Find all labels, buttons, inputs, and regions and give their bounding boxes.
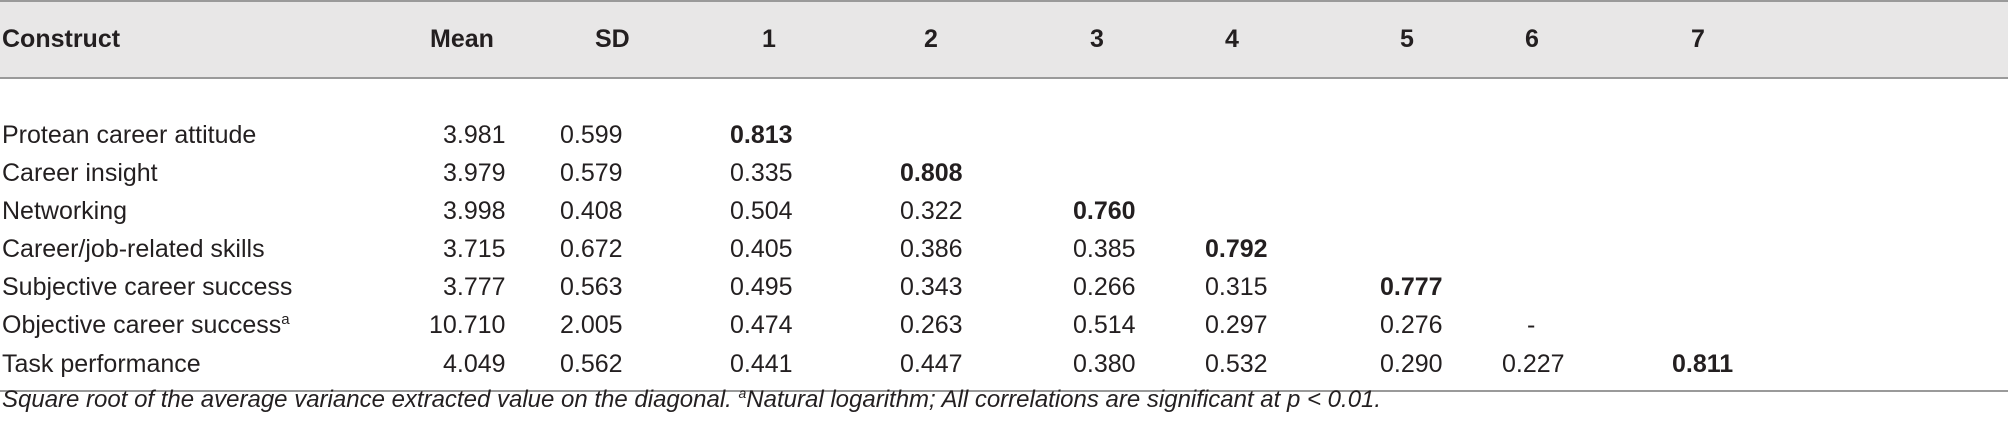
corr-cell [1485,268,1600,306]
header-col-7: 7 [1600,0,2008,79]
construct-cell: Protean career attitude [2,120,257,149]
header-col-4: 4 [1195,0,1310,79]
corr-cell: 0.276 [1380,310,1443,339]
corr-cell: 0.514 [1073,310,1136,339]
corr-cell: 0.385 [1073,234,1136,263]
corr-cell: 0.792 [1205,234,1268,263]
corr-cell: 0.227 [1485,344,1600,392]
header-col-1: 1 [690,0,900,79]
sd-cell: 0.563 [560,272,623,301]
corr-cell [1310,154,1485,192]
mean-cell: 3.998 [443,196,506,225]
mean-cell: 10.710 [429,310,506,339]
corr-cell: 0.808 [900,158,963,187]
corr-cell: 0.290 [1310,344,1485,392]
corr-cell [1195,116,1310,154]
sd-cell: 0.672 [560,234,623,263]
corr-cell: 0.266 [1073,272,1136,301]
corr-cell [1195,154,1310,192]
corr-cell: 0.495 [730,272,793,301]
mean-cell: 3.715 [443,234,506,263]
corr-cell [1485,230,1600,268]
corr-cell [1485,116,1600,154]
footnote-marker: a [281,310,290,328]
construct-cell: Career insight [2,158,158,187]
corr-cell [1485,154,1600,192]
header-col-2: 2 [900,0,1015,79]
header-sd: SD [535,0,690,79]
mean-cell: 4.049 [410,344,535,392]
corr-cell [1310,192,1485,230]
spacer-row [0,78,2008,116]
corr-cell: 0.405 [730,234,793,263]
corr-cell [1015,116,1195,154]
corr-cell: 0.297 [1205,310,1268,339]
mean-cell: 3.979 [443,158,506,187]
corr-cell: 0.760 [1073,196,1136,225]
construct-cell: Subjective career success [2,272,293,301]
construct-cell: Task performance [0,344,410,392]
header-col-5: 5 [1310,0,1485,79]
corr-cell: 0.813 [730,120,793,149]
corr-cell: 0.447 [900,344,1015,392]
construct-cell: Objective career successa [0,306,410,344]
corr-cell: - [1527,310,1536,339]
sd-cell: 0.562 [535,344,690,392]
sd-cell: 0.408 [560,196,623,225]
corr-cell: 0.777 [1380,272,1443,301]
corr-cell: 0.322 [900,196,963,225]
corr-cell [1195,192,1310,230]
construct-label: Objective career success [2,310,282,339]
header-col-6: 6 [1485,0,1600,79]
corr-cell: 0.504 [730,196,793,225]
corr-cell [1485,192,1600,230]
table-row: Networking 3.998 0.408 0.504 0.322 0.760 [0,192,2008,230]
header-col-3: 3 [1015,0,1195,79]
table-row: Subjective career success 3.777 0.563 0.… [0,268,2008,306]
sd-cell: 0.579 [560,158,623,187]
table-row: Task performance 4.049 0.562 0.441 0.447… [0,344,2008,392]
corr-cell: 0.532 [1195,344,1310,392]
footnote-text-2: Natural logarithm; All correlations are … [746,386,1382,413]
corr-cell [900,116,1015,154]
table-row: Objective career successa 10.710 2.005 0… [0,306,2008,344]
construct-cell: Networking [2,196,128,225]
table-row: Career/job-related skills 3.715 0.672 0.… [0,230,2008,268]
corr-cell: 0.441 [690,344,900,392]
sd-cell: 0.599 [560,120,623,149]
table-row: Protean career attitude 3.981 0.599 0.81… [0,116,2008,154]
construct-cell: Career/job-related skills [2,234,265,263]
corr-cell [1310,230,1485,268]
corr-cell [1600,154,2008,192]
corr-cell [1600,116,2008,154]
correlation-table: Construct Mean SD 1 2 3 4 5 6 7 Protean … [0,0,2008,392]
corr-cell: 0.335 [730,158,793,187]
sd-cell: 2.005 [560,310,623,339]
footnote-marker: a [738,385,747,401]
corr-cell [1310,116,1485,154]
corr-cell: 0.386 [900,234,963,263]
corr-cell: 0.380 [1015,344,1195,392]
mean-cell: 3.981 [443,120,506,149]
table-footnote: Square root of the average variance extr… [2,386,1381,414]
header-construct: Construct [0,0,410,79]
corr-cell: 0.811 [1600,344,2008,392]
table-row: Career insight 3.979 0.579 0.335 0.808 [0,154,2008,192]
mean-cell: 3.777 [443,272,506,301]
header-row: Construct Mean SD 1 2 3 4 5 6 7 [0,0,2008,79]
footnote-text-1: Square root of the average variance extr… [2,386,739,413]
corr-cell [1600,306,2008,344]
corr-cell: 0.343 [900,272,963,301]
corr-cell [1600,268,2008,306]
corr-cell [1600,192,2008,230]
header-mean: Mean [410,0,535,79]
corr-cell: 0.263 [900,310,963,339]
corr-cell: 0.315 [1205,272,1268,301]
corr-cell [1015,154,1195,192]
corr-cell: 0.474 [730,310,793,339]
corr-cell [1600,230,2008,268]
